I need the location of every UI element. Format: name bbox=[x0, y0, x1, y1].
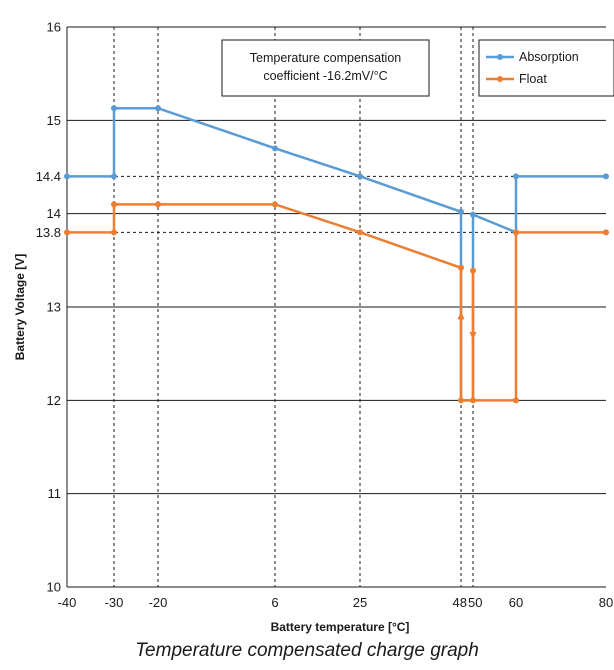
data-point-float-2 bbox=[111, 201, 117, 208]
series-line-float bbox=[67, 203, 606, 402]
series-float bbox=[64, 201, 609, 404]
x-axis-title: Battery temperature [°C] bbox=[271, 620, 410, 634]
legend-item-absorption: Absorption bbox=[486, 50, 579, 64]
legend-label-absorption: Absorption bbox=[519, 50, 579, 64]
direction-arrow-float-1 bbox=[469, 332, 477, 340]
data-point-float-0 bbox=[64, 229, 70, 236]
y-tick-label-12: 12 bbox=[47, 393, 61, 408]
data-point-absorption-5 bbox=[357, 173, 363, 180]
y-tick-label-14-4: 14.4 bbox=[36, 169, 61, 184]
series-absorption bbox=[64, 105, 609, 402]
legend-marker-float bbox=[497, 76, 503, 82]
data-point-float-1 bbox=[111, 229, 117, 236]
x-tick-label-25: 25 bbox=[353, 595, 367, 610]
legend: Absorption Float bbox=[478, 39, 614, 97]
data-point-float-4 bbox=[272, 201, 278, 208]
y-tick-label-14: 14 bbox=[47, 206, 61, 221]
data-point-float-8 bbox=[458, 397, 464, 404]
y-tick-label-13: 13 bbox=[47, 300, 61, 315]
data-point-float-11 bbox=[513, 229, 519, 236]
legend-item-float: Float bbox=[486, 72, 547, 86]
y-tick-label-10: 10 bbox=[47, 580, 61, 595]
x-tick-label-20: -20 bbox=[149, 595, 168, 610]
x-tick-label-48: 48 bbox=[453, 595, 467, 610]
data-point-float-7 bbox=[470, 267, 476, 274]
data-point-absorption-3 bbox=[155, 105, 161, 112]
series-layer bbox=[64, 105, 609, 404]
annotation-line-1: Temperature compensation bbox=[250, 51, 402, 65]
data-point-float-5 bbox=[357, 229, 363, 236]
x-tick-label-80: 80 bbox=[599, 595, 613, 610]
x-tick-label-6: 6 bbox=[271, 595, 278, 610]
y-tick-label-11: 11 bbox=[48, 486, 62, 501]
y-axis-title: Battery Voltage [V] bbox=[13, 254, 27, 360]
chart-caption: Temperature compensated charge graph bbox=[135, 640, 479, 661]
grid bbox=[67, 26, 606, 587]
annotation-line-2: coefficient -16.2mV/°C bbox=[263, 69, 387, 83]
data-point-absorption-7 bbox=[470, 211, 476, 218]
direction-arrow-float-0 bbox=[457, 311, 465, 320]
x-tick-label-40: -40 bbox=[58, 595, 77, 610]
data-point-float-9 bbox=[470, 397, 476, 404]
data-point-absorption-4 bbox=[272, 145, 278, 152]
x-tick-label-50: 50 bbox=[468, 595, 482, 610]
legend-marker-absorption bbox=[497, 54, 503, 60]
data-point-float-12 bbox=[603, 229, 609, 236]
y-tick-label-13-8: 13.8 bbox=[36, 225, 61, 240]
data-point-absorption-1 bbox=[111, 173, 117, 180]
data-point-absorption-8 bbox=[513, 173, 519, 180]
axes bbox=[66, 27, 606, 588]
data-point-float-10 bbox=[513, 397, 519, 404]
series-line-absorption bbox=[67, 106, 606, 402]
tick-labels: 10 11 12 13 13.8 14 14.4 15 16 -40 -30 -20 6 25 48 50 60… bbox=[36, 20, 614, 611]
data-point-absorption-0 bbox=[64, 173, 70, 180]
y-tick-label-16: 16 bbox=[47, 20, 61, 35]
x-tick-label-60: 60 bbox=[509, 595, 523, 610]
legend-label-float: Float bbox=[519, 72, 547, 86]
data-point-float-3 bbox=[155, 201, 161, 208]
data-point-float-6 bbox=[458, 264, 464, 271]
annotation-box: Temperature compensation coefficient -16… bbox=[221, 39, 430, 97]
data-point-absorption-9 bbox=[603, 173, 609, 180]
y-tick-label-15: 15 bbox=[47, 113, 61, 128]
chart-canvas: 10 11 12 13 13.8 14 14.4 15 16 -40 -30 -20 6 25 48 50 60… bbox=[13, 20, 614, 634]
data-point-absorption-2 bbox=[111, 105, 117, 112]
data-point-absorption-6 bbox=[458, 208, 464, 215]
x-tick-label-30: -30 bbox=[105, 595, 124, 610]
